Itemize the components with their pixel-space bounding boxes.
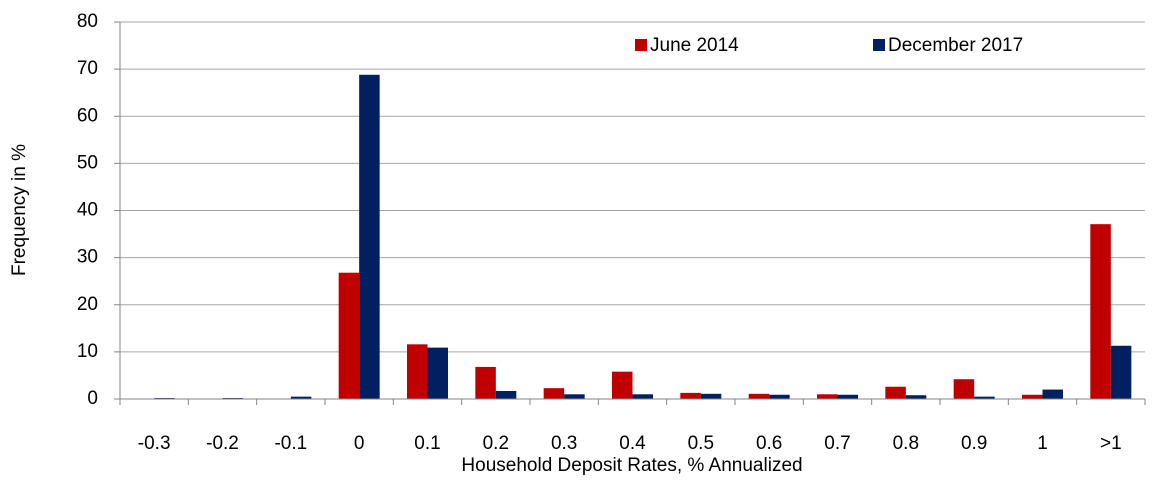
bar <box>769 394 790 399</box>
bar <box>359 74 380 399</box>
x-tick-label: 0.3 <box>551 433 577 454</box>
legend-swatch <box>635 39 647 51</box>
x-tick-label: 0 <box>354 433 365 454</box>
bar <box>1022 394 1043 399</box>
bar <box>543 388 565 399</box>
x-tick-label: 0.1 <box>414 433 440 454</box>
bar <box>407 344 428 399</box>
bar <box>953 379 975 399</box>
bar <box>475 366 496 399</box>
bar <box>1090 224 1111 399</box>
x-tick-label: -0.2 <box>206 433 239 454</box>
bar <box>680 392 701 399</box>
y-tick-label: 50 <box>77 152 98 173</box>
bar <box>564 394 585 399</box>
y-tick-label: 70 <box>77 58 98 79</box>
y-axis-label: Frequency in % <box>9 144 30 276</box>
bar <box>612 371 633 399</box>
legend-label: June 2014 <box>650 35 739 56</box>
y-tick-label: 80 <box>77 11 98 32</box>
x-tick-label: 0.8 <box>893 433 919 454</box>
x-tick-label: 1 <box>1037 433 1048 454</box>
x-tick-label: -0.1 <box>274 433 307 454</box>
bar <box>905 395 927 399</box>
bar <box>837 394 858 399</box>
bar <box>427 347 448 399</box>
x-axis-label: Household Deposit Rates, % Annualized <box>461 455 802 476</box>
x-tick-label: 0.4 <box>619 433 646 454</box>
bar <box>632 394 653 399</box>
y-tick-label: 60 <box>77 105 98 126</box>
x-tick-label: >1 <box>1100 433 1122 454</box>
x-tick-label: 0.5 <box>688 433 714 454</box>
bar <box>885 386 906 399</box>
bar <box>817 394 838 399</box>
y-tick-label: 30 <box>77 247 98 268</box>
y-tick-label: 10 <box>77 341 98 362</box>
y-tick-label: 0 <box>87 388 98 409</box>
y-tick-label: 20 <box>77 294 98 315</box>
bar <box>338 272 360 399</box>
x-tick-label: 0.9 <box>961 433 987 454</box>
bar <box>1042 389 1063 399</box>
bar <box>1110 345 1132 399</box>
x-tick-label: 0.6 <box>756 433 782 454</box>
bar <box>974 396 995 399</box>
x-tick-label: 0.2 <box>483 433 509 454</box>
x-tick-label: 0.7 <box>824 433 850 454</box>
legend-swatch <box>873 39 885 51</box>
y-tick-label: 40 <box>77 200 98 221</box>
x-tick-label: -0.3 <box>138 433 171 454</box>
bar <box>290 396 312 399</box>
bar <box>700 393 722 399</box>
bar <box>495 390 517 399</box>
legend-label: December 2017 <box>888 35 1023 56</box>
bar <box>748 393 770 399</box>
